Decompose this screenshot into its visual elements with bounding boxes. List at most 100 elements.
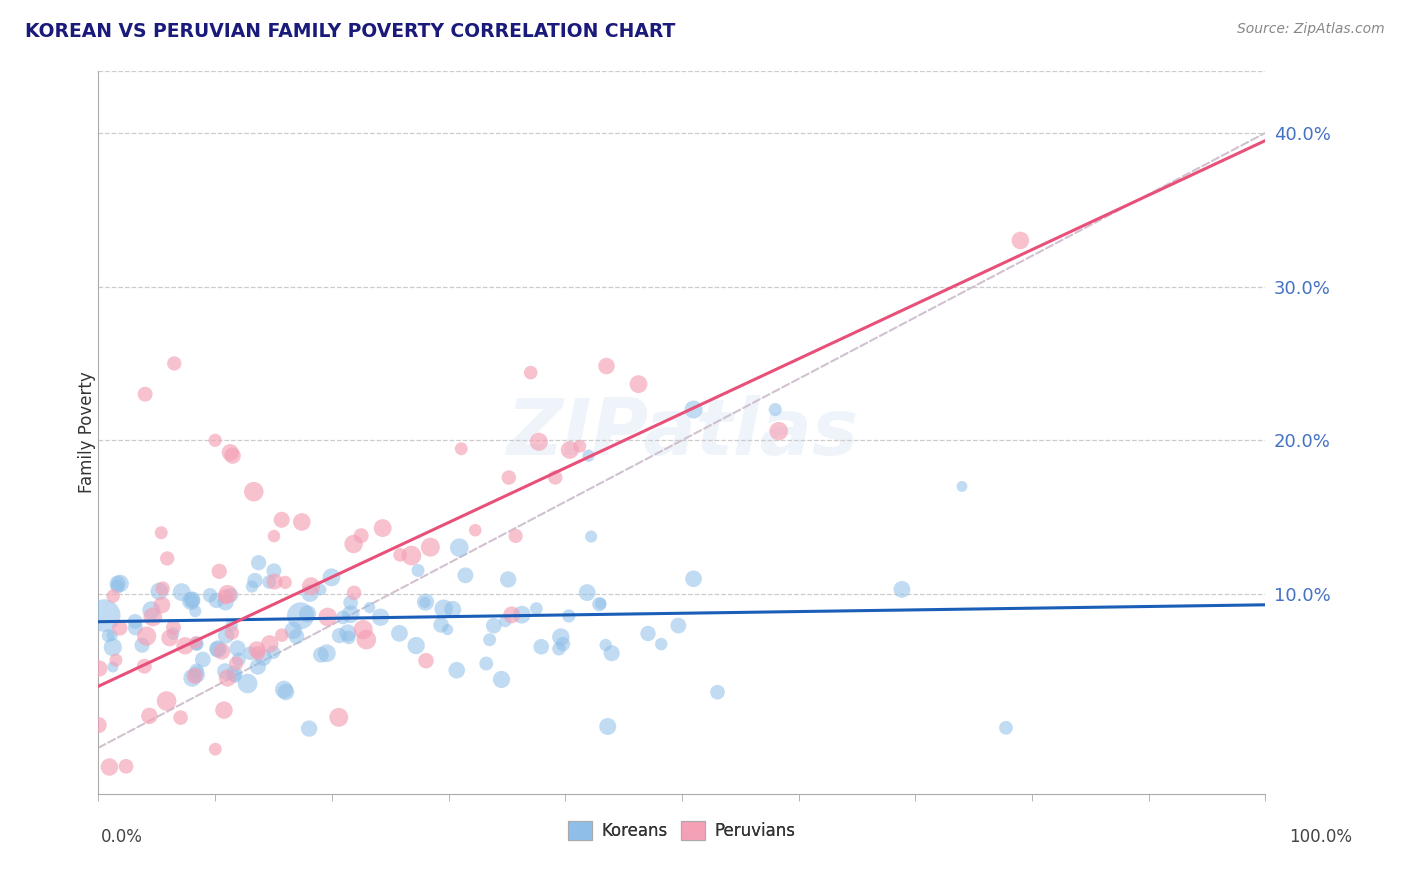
Point <box>263 574 285 589</box>
Text: Source: ZipAtlas.com: Source: ZipAtlas.com <box>1237 22 1385 37</box>
Point <box>298 722 321 736</box>
Point <box>101 589 124 603</box>
Text: 100.0%: 100.0% <box>1289 828 1353 846</box>
Point <box>246 659 269 673</box>
Point <box>482 618 505 632</box>
Point <box>134 659 156 673</box>
Point <box>415 654 437 668</box>
Point <box>174 639 197 653</box>
Point <box>169 711 191 725</box>
Point <box>315 646 337 660</box>
Point <box>595 359 617 373</box>
Point <box>1010 234 1032 248</box>
Point <box>89 661 111 675</box>
Point <box>510 607 533 622</box>
Point <box>259 637 281 651</box>
Point <box>243 574 266 588</box>
Point <box>211 644 233 658</box>
Point <box>198 588 221 602</box>
Point <box>186 664 208 678</box>
Point <box>530 640 553 654</box>
Point <box>316 610 339 624</box>
Point <box>343 586 366 600</box>
Point <box>214 665 236 679</box>
Point <box>259 574 281 589</box>
Point <box>186 636 208 650</box>
Point <box>524 601 547 615</box>
Point <box>433 601 456 615</box>
Point <box>682 402 704 417</box>
Point <box>359 600 381 615</box>
Point <box>321 570 343 584</box>
Point <box>150 598 173 612</box>
Point <box>141 603 163 617</box>
Point <box>204 434 226 448</box>
Point <box>890 582 912 597</box>
Point <box>181 592 204 607</box>
Point <box>207 642 229 657</box>
Point <box>350 529 373 543</box>
Point <box>595 638 617 652</box>
Point <box>108 576 131 591</box>
Point <box>205 593 228 607</box>
Point <box>184 604 207 618</box>
Point <box>270 628 292 642</box>
Point <box>763 402 786 417</box>
Point <box>558 442 581 457</box>
Point <box>299 579 322 593</box>
Point <box>342 537 364 551</box>
Point <box>706 685 728 699</box>
Point <box>589 597 612 611</box>
Point <box>263 564 285 578</box>
Point <box>332 610 354 624</box>
Point <box>101 640 124 655</box>
Point <box>152 582 174 596</box>
Point <box>104 653 127 667</box>
Point <box>550 630 572 644</box>
Point <box>162 620 184 634</box>
Point <box>156 551 179 566</box>
Point <box>505 529 527 543</box>
Point <box>994 721 1017 735</box>
Point <box>501 607 523 622</box>
Point <box>370 610 392 624</box>
Point <box>498 470 520 484</box>
Point <box>108 621 131 635</box>
Point <box>389 548 412 562</box>
Point <box>475 657 498 671</box>
Point <box>339 596 361 610</box>
Point <box>217 671 239 685</box>
Point <box>180 594 202 608</box>
Point <box>183 669 205 683</box>
Point <box>186 638 208 652</box>
Point <box>214 590 236 604</box>
Point <box>405 639 427 653</box>
Point <box>224 666 246 681</box>
Point <box>207 642 229 657</box>
Point <box>600 646 623 660</box>
Point <box>225 657 247 671</box>
Point <box>221 618 243 632</box>
Point <box>413 595 436 609</box>
Point <box>270 513 292 527</box>
Point <box>419 540 441 554</box>
Point <box>406 563 429 577</box>
Point <box>768 424 790 438</box>
Point <box>246 642 269 657</box>
Point <box>450 442 472 456</box>
Point <box>579 530 602 544</box>
Point <box>138 709 160 723</box>
Point <box>478 632 501 647</box>
Point <box>226 641 249 656</box>
Point <box>328 629 350 643</box>
Point <box>494 614 516 628</box>
Point <box>576 585 599 599</box>
Point <box>337 631 360 645</box>
Point <box>105 580 128 594</box>
Point <box>186 667 208 681</box>
Point <box>247 646 270 660</box>
Point <box>568 439 591 453</box>
Point <box>454 568 477 582</box>
Legend: Koreans, Peruvians: Koreans, Peruvians <box>561 814 803 847</box>
Point <box>204 742 226 756</box>
